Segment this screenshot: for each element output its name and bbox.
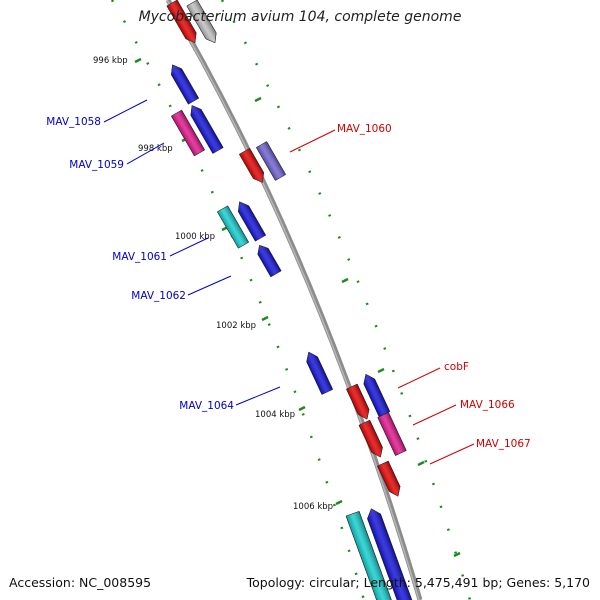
kbp-label: 998 kbp: [138, 144, 173, 154]
gene-arrow[interactable]: [234, 199, 266, 242]
gene-arrow[interactable]: [186, 0, 220, 46]
genome-backbone: [165, 0, 423, 600]
gene-arrow[interactable]: [365, 506, 415, 600]
leader-lines: [103, 99, 475, 465]
gene-label-cobf[interactable]: cobF: [444, 361, 469, 373]
tick-mark: [261, 315, 269, 322]
leader-line-mav-1059: [126, 142, 165, 165]
genome-backbone-highlight: [166, 0, 420, 600]
leader-line-cobf: [397, 367, 441, 389]
kbp-label: 1002 kbp: [216, 321, 256, 331]
gene-arrow[interactable]: [256, 141, 286, 181]
gene-arrow[interactable]: [187, 102, 224, 154]
leader-line-mav-1060: [289, 129, 336, 153]
gene-arrow-mav-1058[interactable]: [167, 62, 199, 105]
gene-arrow[interactable]: [377, 412, 407, 456]
gene-arrow-mav-1064[interactable]: [303, 350, 334, 395]
gene-arrow-mav-1060[interactable]: [239, 148, 267, 185]
leader-line-mav-1067: [429, 443, 475, 465]
tick-mark: [377, 367, 385, 374]
accession-text: Accession: NC_008595: [9, 575, 152, 590]
map-title: Mycobacterium avium 104, complete genome: [138, 9, 462, 25]
gene-label-mav-1059[interactable]: MAV_1059: [69, 159, 124, 171]
plus-strand-tick-track: [220, 0, 472, 600]
gene-arrow-mav-1067[interactable]: [377, 460, 403, 499]
tick-mark: [335, 499, 343, 506]
leader-line-mav-1066: [412, 404, 457, 426]
gene-arrow-mav-1059[interactable]: [171, 109, 205, 157]
tick-mark: [254, 96, 262, 103]
leader-line-mav-1061: [169, 237, 209, 257]
gene-arrow[interactable]: [345, 511, 396, 600]
gene-labels: MAV_1058 MAV_1059 MAV_1061 MAV_1062 MAV_…: [46, 116, 530, 450]
kbp-tick-marks: [134, 57, 461, 558]
leader-line-mav-1064: [235, 386, 281, 406]
gene-arrow-cobf[interactable]: [346, 383, 372, 422]
gene-arrow-mav-1066[interactable]: [358, 419, 386, 460]
kbp-label: 1000 kbp: [175, 232, 215, 242]
gene-label-mav-1058[interactable]: MAV_1058: [46, 116, 101, 128]
tick-mark: [134, 57, 142, 64]
gene-arrow-mav-1062[interactable]: [254, 242, 282, 278]
gene-label-mav-1061[interactable]: MAV_1061: [112, 251, 167, 263]
gene-label-mav-1067[interactable]: MAV_1067: [476, 438, 531, 450]
tick-mark: [298, 405, 306, 412]
tick-mark: [341, 277, 349, 284]
gene-label-mav-1066[interactable]: MAV_1066: [460, 399, 515, 411]
tick-mark: [417, 460, 425, 467]
gene-arrow-mav-1061[interactable]: [217, 205, 249, 249]
gene-label-mav-1064[interactable]: MAV_1064: [179, 400, 234, 412]
kbp-label: 1004 kbp: [255, 410, 295, 420]
leader-line-mav-1062: [187, 275, 232, 296]
kbp-label: 1006 kbp: [293, 502, 333, 512]
position-labels: 996 kbp 998 kbp 1000 kbp 1002 kbp 1004 k…: [93, 56, 333, 512]
gene-label-mav-1060[interactable]: MAV_1060: [337, 123, 392, 135]
gene-label-mav-1062[interactable]: MAV_1062: [131, 290, 186, 302]
topology-text: Topology: circular; Length: 5,475,491 bp…: [246, 575, 590, 590]
leader-line-mav-1058: [103, 99, 148, 123]
tick-mark: [453, 551, 461, 558]
gene-arrow[interactable]: [166, 0, 200, 46]
kbp-label: 996 kbp: [93, 56, 128, 66]
gene-arrows: [166, 0, 415, 600]
gene-arrow[interactable]: [360, 372, 391, 417]
